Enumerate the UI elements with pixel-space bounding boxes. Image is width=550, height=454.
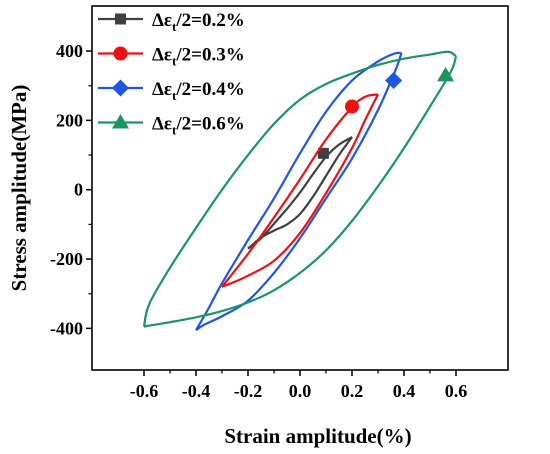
legend-marker: [115, 13, 126, 25]
series-4-upper-branch: [142, 50, 457, 327]
y-tick-label: 200: [56, 110, 83, 130]
series-1-marker: [317, 147, 329, 159]
series-4: [142, 50, 458, 328]
x-tick-label: 0.2: [341, 381, 364, 401]
series-2: [221, 93, 379, 288]
x-axis-label: Strain amplitude(%): [224, 424, 411, 448]
legend-label: Δεt/2=0.4%: [152, 79, 245, 103]
x-tick-label: 0.0: [289, 381, 312, 401]
x-tick-label: -0.4: [182, 381, 211, 401]
legend-entry-2: Δεt/2=0.3%: [98, 45, 245, 69]
series-1-lower-branch: [247, 136, 353, 250]
x-tick-label: -0.6: [130, 381, 159, 401]
series-3-lower-branch: [195, 52, 403, 332]
series-2-lower-branch: [221, 93, 379, 288]
y-axis-label: Stress amplitude(MPa): [7, 85, 31, 292]
legend-label: Δεt/2=0.3%: [152, 45, 245, 69]
legend-entry-3: Δεt/2=0.4%: [98, 79, 245, 103]
legend-entry-1: Δεt/2=0.2%: [98, 10, 245, 34]
y-tick-label: -200: [50, 249, 83, 269]
x-tick-label: -0.2: [234, 381, 263, 401]
y-tick-label: 400: [56, 41, 83, 61]
series-2-upper-branch: [221, 93, 379, 288]
y-tick-label: 0: [74, 180, 83, 200]
x-tick-label: 0.6: [445, 381, 468, 401]
legend-marker: [113, 46, 128, 61]
series-3: [195, 51, 403, 332]
legend-label: Δεt/2=0.6%: [152, 114, 245, 138]
hysteresis-loops: [142, 50, 458, 332]
y-tick-label: -400: [50, 318, 83, 338]
series-3-upper-branch: [195, 51, 402, 331]
series-2-marker: [345, 99, 359, 114]
legend-label: Δεt/2=0.2%: [152, 10, 245, 34]
legend: Δεt/2=0.2% Δεt/2=0.3% Δεt/2=0.4% Δεt/2=0.6%: [98, 10, 245, 138]
x-axis-ticks: -0.6 -0.4 -0.2 0.0 0.2 0.4 0.6: [130, 370, 468, 401]
series-4-marker: [437, 66, 455, 82]
series-4-lower-branch: [143, 55, 458, 328]
x-tick-label: 0.4: [393, 381, 416, 401]
legend-entry-4: Δεt/2=0.6%: [98, 114, 245, 138]
legend-marker: [112, 79, 129, 97]
series-3-marker: [385, 72, 403, 90]
legend-marker: [112, 114, 129, 129]
series-1: [247, 136, 353, 250]
y-axis-ticks: -400 -200 0 200 400: [50, 41, 92, 338]
